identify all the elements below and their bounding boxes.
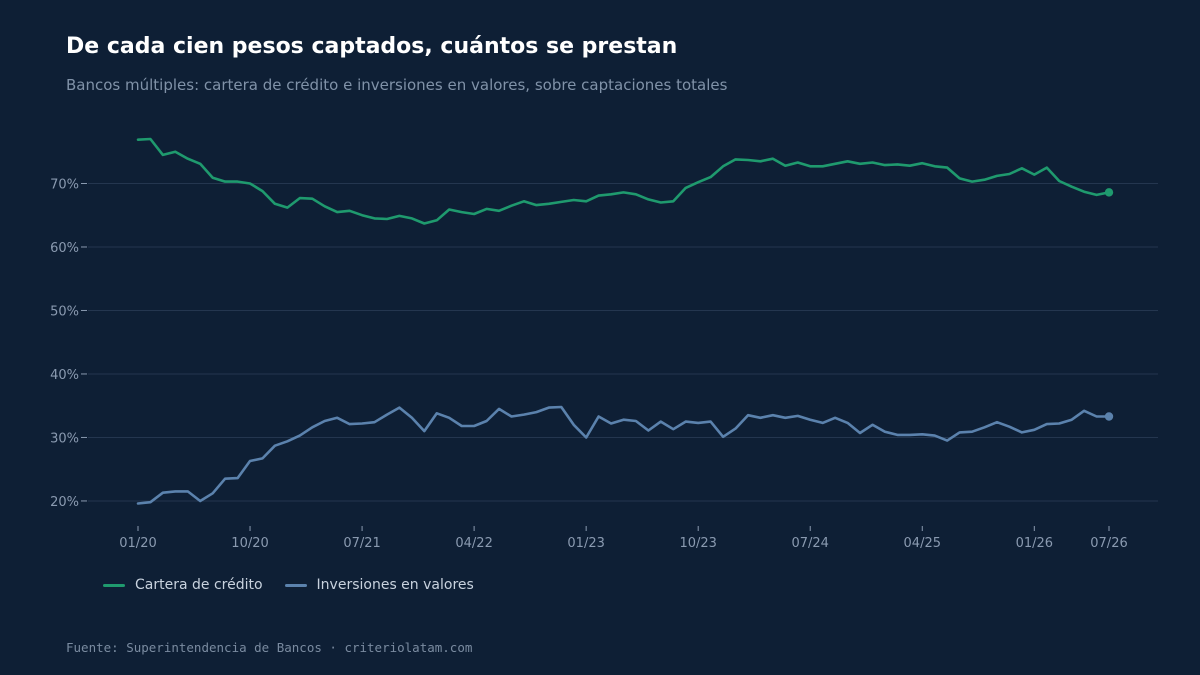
legend: Cartera de crédito Inversiones en valore… [103,577,474,593]
x-tick-label: 07/24 [791,536,828,551]
x-tick-label: 01/23 [567,536,604,551]
legend-swatch-inversiones [284,583,307,587]
legend-swatch-credito [103,583,125,587]
y-tick-label: 50% [50,304,79,319]
legend-label-credito: Cartera de crédito [135,577,263,593]
x-tick-label: 10/20 [231,536,268,551]
legend-label-inversiones: Inversiones en valores [316,577,474,593]
x-tick-label: 07/21 [343,536,380,551]
series-lines [136,137,1114,505]
series-line-inversiones [136,405,1111,505]
legend-item-inversiones: Inversiones en valores [284,577,474,593]
x-tick-label: 04/25 [904,536,941,551]
x-tick-label: 01/20 [119,536,156,551]
chart-title: De cada cien pesos captados, cuántos se … [66,34,678,59]
legend-item-credito: Cartera de crédito [103,577,263,593]
source-note: Fuente: Superintendencia de Bancos · cri… [66,640,473,655]
chart-subtitle: Bancos múltiples: cartera de crédito e i… [66,76,728,94]
x-tick-label: 01/26 [1016,536,1053,551]
y-tick-label: 30% [50,431,79,446]
y-tick-label: 70% [50,177,79,192]
x-tick-label: 10/23 [679,536,716,551]
grid-lines [88,182,1158,502]
end-marker-inversiones [1104,412,1114,421]
x-axis: 01/20 10/20 07/21 04/22 01/23 10/23 07/24 04/25… [119,526,1128,551]
y-tick-label: 20% [50,495,79,510]
y-axis: 20% 30% 40% 50% 60% 70% [50,177,87,510]
x-tick-label: 07/26 [1090,536,1127,551]
x-tick-label: 04/22 [455,536,492,551]
y-tick-label: 40% [50,368,79,383]
end-marker-credito [1104,188,1114,197]
series-line-credito [136,137,1111,225]
y-tick-label: 60% [50,241,79,256]
